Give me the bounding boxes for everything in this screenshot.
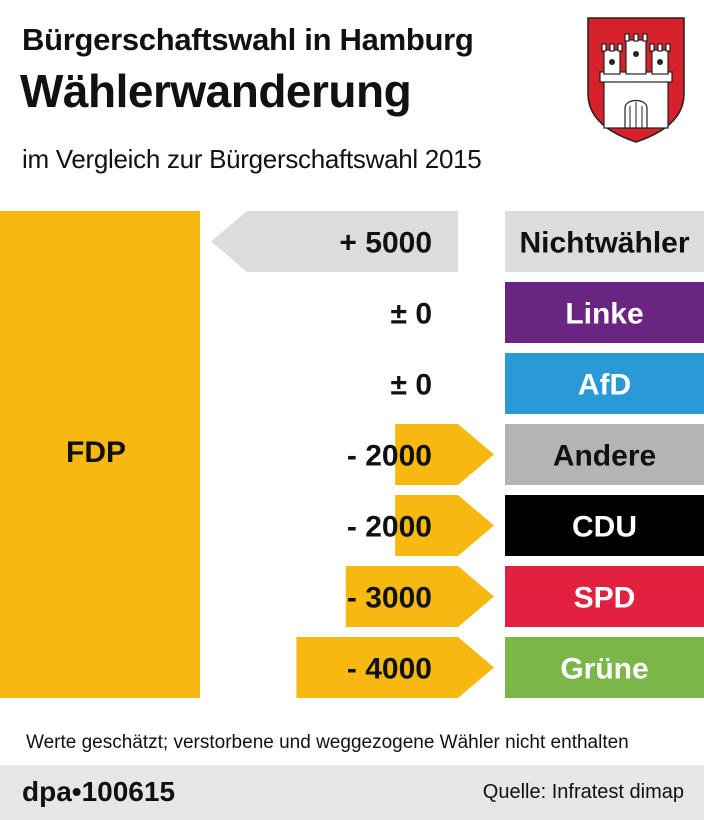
party-label: Linke [565, 298, 643, 331]
flow-value-label: - 3000 [347, 582, 432, 615]
party-box [505, 211, 704, 272]
flow-value-label: ± 0 [391, 298, 432, 331]
flow-arrow-out [395, 424, 494, 485]
party-label: AfD [578, 369, 631, 402]
footnote: Werte geschätzt; verstorbene und weggezo… [26, 732, 629, 753]
agency-credit: dpa•100615 [22, 776, 175, 808]
fdp-block [0, 211, 200, 698]
voter-flow-chart: + 5000 Nichtwähler ± 0 Linke ± 0 AfD - 2000 And… [211, 211, 704, 698]
party-label: SPD [574, 582, 636, 615]
hamburg-coat-of-arms [587, 17, 685, 143]
party-label: Nichtwähler [519, 227, 689, 260]
chart-headline: Wählerwanderung [20, 65, 412, 117]
agency-separator: • [71, 776, 82, 807]
flow-arrow-out [395, 495, 494, 556]
party-box [505, 637, 704, 698]
fdp-label: FDP [66, 436, 126, 469]
flow-value-label: + 5000 [339, 227, 432, 260]
chart-subtitle: im Vergleich zur Bürgerschaftswahl 2015 [22, 144, 482, 174]
flow-arrow-out [296, 637, 494, 698]
flow-arrow-out [345, 566, 494, 627]
flow-arrow-in [211, 211, 458, 272]
flow-value-label: - 2000 [347, 440, 432, 473]
party-box [505, 495, 704, 556]
source-credit: Quelle: Infratest dimap [482, 781, 684, 803]
party-label: Andere [553, 440, 656, 473]
party-label: Grüne [560, 653, 648, 686]
party-label: CDU [572, 511, 637, 544]
agency-name: dpa [22, 776, 72, 807]
flow-value-label: - 2000 [347, 511, 432, 544]
party-box [505, 566, 704, 627]
flow-value-label: ± 0 [391, 369, 432, 402]
flow-value-label: - 4000 [347, 653, 432, 686]
footer-bar [0, 765, 704, 820]
graphic-id: 100615 [81, 776, 176, 807]
party-box [505, 282, 704, 343]
chart-title: Bürgerschaftswahl in Hamburg [22, 22, 474, 57]
party-box [505, 353, 704, 414]
party-box [505, 424, 704, 485]
